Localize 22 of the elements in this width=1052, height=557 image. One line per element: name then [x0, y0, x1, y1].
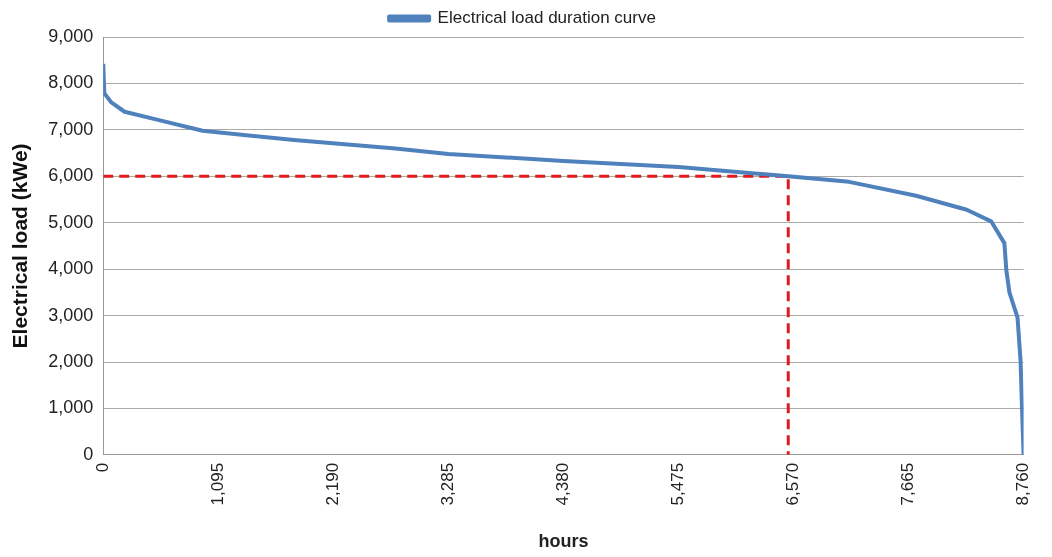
y-tick-label: 9,000: [48, 25, 94, 46]
y-tick-label: 2,000: [48, 350, 94, 371]
y-tick-label: 1,000: [48, 397, 94, 418]
x-tick-label: 1,095: [207, 462, 227, 506]
y-axis-title: Electrical load (kWe): [8, 143, 32, 349]
x-tick-label: 4,380: [553, 462, 573, 506]
y-tick-label: 0: [83, 443, 94, 464]
legend-label: Electrical load duration curve: [437, 8, 656, 28]
x-tick-label: 0: [92, 462, 112, 473]
y-tick-label: 4,000: [48, 258, 94, 279]
x-tick-label: 7,665: [898, 462, 918, 506]
x-tick-label: 8,760: [1013, 462, 1033, 506]
x-tick-label: 5,475: [668, 462, 688, 506]
x-axis-title: hours: [538, 531, 589, 552]
y-tick-label: 8,000: [48, 72, 94, 93]
x-tick-label: 6,570: [783, 462, 803, 506]
x-tick-label: 3,285: [438, 462, 458, 506]
y-tick-label: 3,000: [48, 304, 94, 325]
y-tick-label: 7,000: [48, 118, 94, 139]
x-tick-label: 2,190: [323, 462, 343, 506]
y-tick-label: 6,000: [48, 165, 94, 186]
y-tick-label: 5,000: [48, 211, 94, 232]
